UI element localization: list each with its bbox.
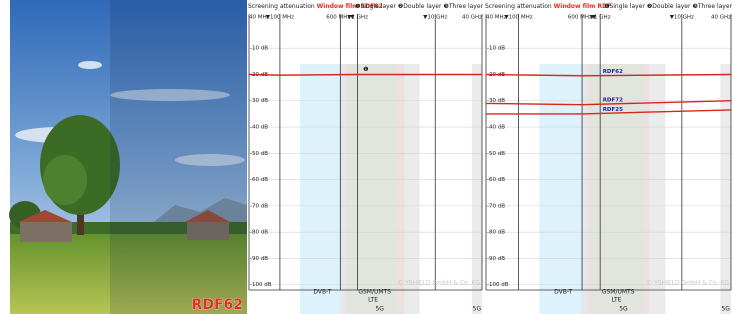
y-tick-label: -100 dB (250, 282, 272, 288)
band (581, 64, 665, 314)
layer-label: ❷Double layer (398, 3, 442, 10)
y-tick-label: -80 dB (250, 230, 268, 236)
y-tick-label: -90 dB (250, 256, 268, 262)
watermark: © YSHIELD GmbH & Co. KG (646, 280, 729, 287)
watermark: © YSHIELD GmbH & Co. KG (397, 280, 480, 287)
y-tick-label: -50 dB (487, 151, 505, 157)
title-text: Screening attenuation (248, 3, 315, 10)
band (539, 64, 587, 314)
layer-label: ❸Three layer (692, 3, 732, 10)
series-line (249, 75, 482, 76)
series-label: RDF25 (603, 107, 623, 113)
band-label: LTE (368, 297, 378, 304)
x-tick-label: ▼1 GHz (590, 15, 611, 21)
title-highlight: Window film RDF (554, 3, 612, 10)
band-label: 5G (473, 306, 482, 313)
x-tick-label: ▼10 GHz (670, 15, 694, 21)
layer-label: ❶Single layer (604, 3, 645, 10)
y-tick-label: -70 dB (250, 203, 268, 209)
series-marker: ❶ (363, 66, 368, 73)
band-label: GSM/UMTS (358, 289, 391, 296)
x-tick-label: ▼10 GHz (423, 15, 447, 21)
band (340, 64, 420, 314)
band-label: 5G (721, 306, 730, 313)
y-tick-label: -90 dB (487, 256, 505, 262)
photo: RDF62 (9, 0, 247, 314)
band-label: DVB-T (313, 289, 331, 296)
y-tick-label: -70 dB (487, 203, 505, 209)
y-tick-label: -60 dB (250, 177, 268, 183)
band-label: DVB-T (554, 289, 572, 296)
y-tick-label: -40 dB (250, 125, 268, 131)
screenshot: RDF62 DVB-TGSM/UMTSLTE5G5G-10 dB-20 dB-3… (0, 0, 733, 314)
y-tick-label: -30 dB (250, 98, 268, 104)
layer-label: ❶Single layer (355, 3, 396, 10)
band (300, 64, 345, 314)
y-tick-label: -60 dB (487, 177, 505, 183)
x-tick-label: ▼100 MHz (504, 15, 532, 21)
band-label: GSM/UMTS (602, 289, 635, 296)
y-tick-label: -80 dB (487, 230, 505, 236)
x-tick-label: 40 GHz (711, 15, 731, 21)
band-label: LTE (611, 297, 621, 304)
y-tick-label: -10 dB (487, 46, 505, 52)
title-text: Screening attenuation (485, 3, 552, 10)
band-label: 5G (619, 306, 628, 313)
x-tick-label: ▼1 GHz (347, 15, 368, 21)
series-label: RDF72 (603, 98, 623, 104)
y-tick-label: -100 dB (487, 282, 509, 288)
y-tick-label: -50 dB (250, 151, 268, 157)
band (472, 64, 482, 314)
band-label: 5G (375, 306, 384, 313)
y-tick-label: -40 dB (487, 125, 505, 131)
photo-label: RDF62 (192, 297, 243, 313)
layer-label: ❸Three layer (443, 3, 483, 10)
layer-label: ❷Double layer (647, 3, 691, 10)
page: RDF62 DVB-TGSM/UMTSLTE5G5G-10 dB-20 dB-3… (0, 0, 733, 314)
x-tick-label: 40 GHz (462, 15, 482, 21)
x-tick-label: ▼100 MHz (266, 15, 294, 21)
y-tick-label: -10 dB (250, 46, 268, 52)
series-label: RDF62 (603, 69, 623, 75)
